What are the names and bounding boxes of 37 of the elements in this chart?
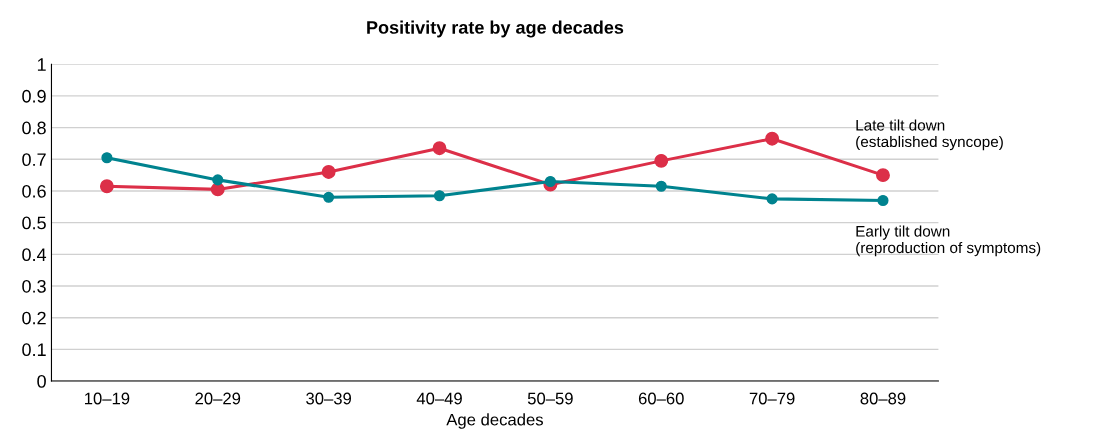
point xyxy=(654,153,669,168)
point xyxy=(433,190,446,202)
point xyxy=(212,174,224,186)
chart-title: Positivity rate by age decades xyxy=(367,20,624,38)
point xyxy=(655,180,667,192)
y-tick-label: 0.7 xyxy=(22,153,46,167)
point xyxy=(321,165,336,179)
point xyxy=(765,131,780,146)
point xyxy=(432,141,447,156)
y-tick-label: 0.3 xyxy=(22,279,46,293)
y-tick-label: 0.8 xyxy=(22,121,46,135)
x-tick-label: 70–79 xyxy=(749,392,795,405)
x-axis-title: Age decades xyxy=(446,413,543,429)
point xyxy=(876,168,890,183)
y-tick-label: 1 xyxy=(37,58,46,71)
series-label: Late tilt down (established syncope) xyxy=(856,119,1003,151)
x-tick-label: 40–49 xyxy=(416,392,462,405)
y-tick-label: 0.4 xyxy=(22,248,47,262)
y-tick-label: 0.6 xyxy=(22,184,46,198)
x-tick-label: 10–19 xyxy=(85,392,130,405)
point xyxy=(877,194,889,207)
y-tick-label: 0.1 xyxy=(22,343,46,357)
y-tick-label: 0.5 xyxy=(22,216,46,230)
x-tick-label: 80–89 xyxy=(860,392,906,405)
point xyxy=(101,152,113,164)
y-tick-label: 0 xyxy=(37,375,46,388)
x-tick-label: 50–59 xyxy=(527,392,573,405)
y-tick-label: 0.9 xyxy=(22,89,46,103)
x-tick-label: 60–60 xyxy=(638,392,684,405)
y-tick-label: 0.2 xyxy=(22,311,46,325)
point xyxy=(544,175,556,188)
point xyxy=(323,191,335,203)
x-tick-label: 30–39 xyxy=(306,392,352,405)
point xyxy=(99,179,114,194)
series-label: Early tilt down (reproduction of symptoms) xyxy=(856,225,1041,257)
x-tick-label: 20–29 xyxy=(195,392,241,405)
point xyxy=(766,193,778,205)
